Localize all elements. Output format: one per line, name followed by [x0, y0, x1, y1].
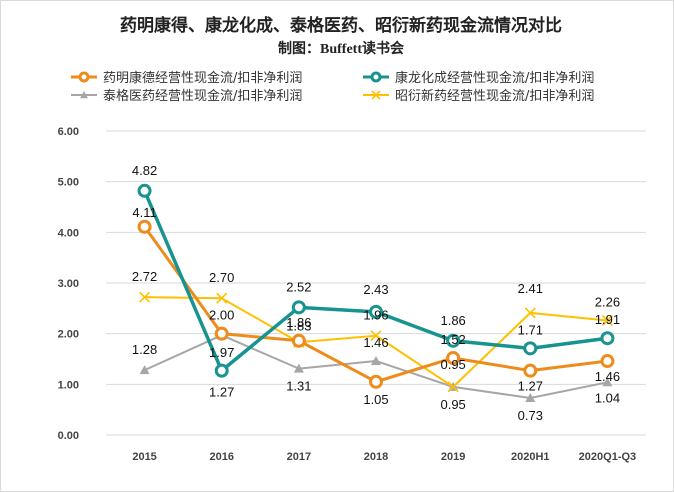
chart-title: 药明康得、康龙化成、泰格医药、昭衍新药现金流情况对比: [120, 15, 562, 35]
data-label: 1.46: [363, 335, 388, 350]
data-label: 1.91: [595, 312, 620, 327]
data-point-marker: [371, 356, 381, 366]
data-label: 4.82: [132, 163, 157, 178]
data-label: 1.31: [286, 379, 311, 394]
data-point-marker: [600, 331, 615, 346]
data-point-marker: [137, 183, 152, 198]
legend-label: 昭衍新药经营性现金流/扣非净利润: [395, 88, 594, 104]
data-point-marker: [291, 333, 306, 348]
y-tick-label: 1.00: [58, 379, 79, 391]
y-tick-label: 3.00: [58, 278, 79, 290]
data-label: 0.95: [440, 357, 465, 372]
x-tick-label: 2020H1: [511, 451, 550, 463]
y-tick-label: 0.00: [58, 430, 79, 442]
x-tick-label: 2018: [364, 451, 388, 463]
data-label: 1.96: [363, 308, 388, 323]
data-label: 1.27: [518, 379, 543, 394]
data-point-marker: [524, 307, 536, 319]
legend-label: 泰格医药经营性现金流/扣非净利润: [103, 88, 302, 104]
data-point-marker: [370, 330, 382, 342]
data-point-marker: [214, 363, 229, 378]
data-label: 1.86: [286, 315, 311, 330]
data-point-marker: [446, 333, 461, 348]
data-point-marker: [602, 377, 613, 387]
data-label: 2.70: [209, 270, 234, 285]
x-tick-label: 2017: [287, 451, 311, 463]
x-tick-label: 2016: [209, 451, 233, 463]
data-point-marker: [371, 90, 381, 100]
data-point-marker: [291, 300, 306, 315]
legend-label: 药明康德经营性现金流/扣非净利润: [103, 70, 302, 86]
x-tick-label: 2020Q1-Q3: [579, 451, 636, 463]
data-point-marker: [80, 91, 88, 99]
data-point-marker: [369, 374, 383, 389]
data-label: 2.41: [518, 281, 543, 296]
data-point-marker: [369, 304, 383, 319]
legend: 药明康德经营性现金流/扣非净利润 康龙化成经营性现金流/扣非净利润泰格医药经营性现…: [71, 70, 594, 104]
data-label: 2.52: [286, 279, 311, 294]
legend-item: 药明康德经营性现金流/扣非净利润: [71, 70, 302, 86]
chart-subtitle: 制图：Buffett读书会: [278, 40, 405, 57]
data-label: 2.00: [209, 308, 234, 323]
data-point-marker: [216, 292, 228, 304]
x-tick-label: 2015: [132, 451, 156, 463]
data-point-marker: [446, 350, 461, 365]
y-tick-label: 5.00: [58, 177, 79, 189]
data-label: 1.83: [286, 318, 311, 333]
data-point-marker: [137, 219, 152, 234]
data-label: 1.27: [209, 385, 234, 400]
data-point-marker: [139, 291, 151, 303]
data-point-marker: [601, 314, 613, 327]
data-label: 1.86: [440, 313, 465, 328]
data-point-marker: [523, 363, 538, 378]
data-point-marker: [293, 363, 304, 373]
data-point-marker: [214, 326, 229, 341]
data-point-marker: [600, 354, 615, 369]
y-tick-label: 2.00: [58, 329, 79, 341]
data-label: 1.28: [132, 342, 157, 357]
data-label: 0.73: [518, 408, 543, 423]
data-point-marker: [139, 365, 150, 375]
data-point-marker: [447, 381, 459, 393]
y-tick-label: 6.00: [58, 126, 79, 138]
data-label: 1.04: [595, 390, 620, 405]
x-axis-ticks: 2015 2016 2017 2018 2019 2020H1 2020Q1-Q3: [132, 451, 636, 463]
data-label: 2.43: [363, 282, 388, 297]
data-label: 1.05: [363, 392, 388, 407]
data-labels: 4.11 2.00 1.86 1.05 1.52 1.27 1.46 4.82 1.27 2.52…: [132, 163, 620, 423]
data-point-marker: [370, 71, 382, 83]
data-point-marker: [525, 393, 536, 403]
y-axis-ticks: 0.00 1.00 2.00 3.00 4.00 5.00 6.00: [58, 126, 79, 442]
legend-item: 昭衍新药经营性现金流/扣非净利润: [363, 88, 594, 104]
data-label: 1.52: [440, 332, 465, 347]
data-label: 1.97: [209, 345, 234, 360]
y-tick-label: 4.00: [58, 227, 79, 239]
series-markers: [137, 183, 615, 403]
data-label: 4.11: [132, 205, 156, 220]
data-label: 1.71: [518, 322, 543, 337]
legend-item: 康龙化成经营性现金流/扣非净利润: [363, 70, 594, 86]
data-point-marker: [78, 71, 90, 83]
legend-label: 康龙化成经营性现金流/扣非净利润: [395, 70, 594, 86]
data-label: 2.72: [132, 269, 157, 284]
legend-item: 泰格医药经营性现金流/扣非净利润: [71, 88, 302, 104]
data-label: 1.46: [595, 369, 620, 384]
x-tick-label: 2019: [441, 451, 465, 463]
data-point-marker: [523, 341, 538, 356]
data-label: 0.95: [440, 397, 465, 412]
data-label: 2.26: [595, 294, 620, 309]
